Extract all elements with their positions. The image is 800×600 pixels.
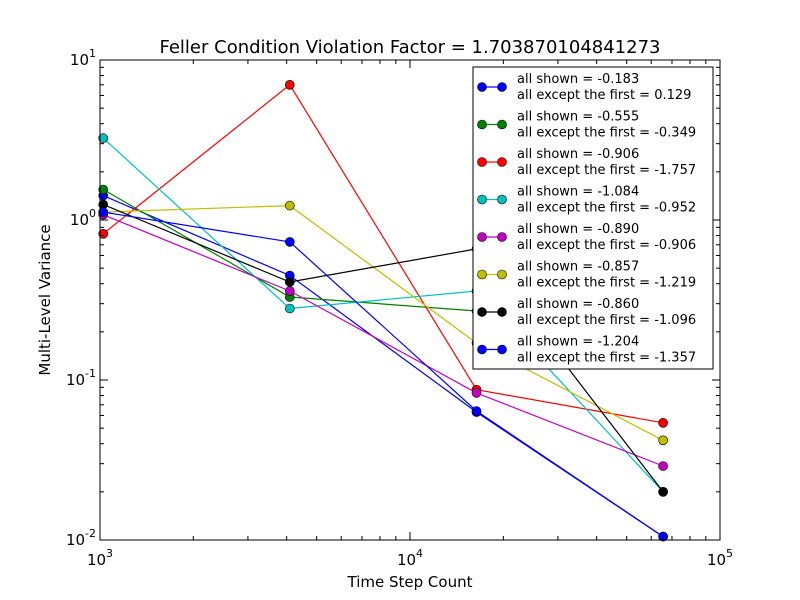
y-axis-label: Multi-Level Variance xyxy=(36,224,54,375)
series-line-6 xyxy=(103,204,664,441)
series-line-7 xyxy=(102,203,664,493)
legend-label-except-first-7: all except the first = -1.096 xyxy=(517,313,696,328)
series-2-point-1 xyxy=(98,184,108,195)
legend-label-all-shown-4: all shown = -1.084 xyxy=(517,185,639,200)
legend-label-except-first-3: all except the first = -1.757 xyxy=(517,163,696,178)
plot-area xyxy=(98,80,668,542)
legend-marker-8 xyxy=(477,344,487,355)
legend-label-all-shown-2: all shown = -0.555 xyxy=(517,110,639,125)
series-5-point-4 xyxy=(658,461,668,471)
legend-marker-4 xyxy=(497,194,507,205)
series-4-point-1 xyxy=(98,133,108,143)
legend-label-all-shown-3: all shown = -0.906 xyxy=(517,147,639,162)
series-8-point-1 xyxy=(98,207,108,217)
x-tick-label-2: 104 xyxy=(397,547,423,569)
y-tick-label-2: 10-1 xyxy=(66,367,96,389)
series-3-point-2 xyxy=(284,80,295,90)
legend-label-except-first-1: all except the first = 0.129 xyxy=(517,88,691,103)
x-tick-base: 10 xyxy=(707,551,726,569)
series-6-point-2 xyxy=(284,200,295,211)
y-tick-label-4: 101 xyxy=(70,47,96,69)
legend-marker-1 xyxy=(477,82,487,92)
x-axis-label: Time Step Count xyxy=(347,573,473,591)
legend-marker-3 xyxy=(497,157,507,167)
legend-label-except-first-5: all except the first = -0.906 xyxy=(517,238,696,253)
y-tick-label-1: 10-2 xyxy=(66,527,96,549)
legend-marker-8 xyxy=(497,344,507,355)
y-tick-base: 10 xyxy=(70,211,89,229)
series-6-point-4 xyxy=(658,435,668,446)
legend-marker-5 xyxy=(477,232,487,242)
legend-marker-4 xyxy=(477,194,487,205)
series-group xyxy=(102,83,664,538)
y-tick-exponent: 0 xyxy=(89,207,96,220)
legend-label-except-first-4: all except the first = -0.952 xyxy=(517,201,696,216)
x-tick-exponent: 3 xyxy=(106,547,113,560)
x-tick-exponent: 4 xyxy=(416,547,423,560)
series-5-point-2 xyxy=(284,286,295,296)
y-tick-exponent: -2 xyxy=(85,527,96,540)
legend-marker-6 xyxy=(477,269,487,280)
legend-marker-2 xyxy=(477,119,487,130)
legend-label-all-shown-8: all shown = -1.204 xyxy=(517,335,639,350)
y-tick-base: 10 xyxy=(66,531,85,549)
series-8-point-4 xyxy=(658,531,668,542)
legend-marker-3 xyxy=(477,157,487,167)
legend-marker-7 xyxy=(477,307,487,317)
series-5-point-3 xyxy=(471,388,482,398)
x-tick-base: 10 xyxy=(87,551,106,569)
legend-label-all-shown-1: all shown = -0.183 xyxy=(517,72,639,87)
series-7-point-2 xyxy=(284,277,295,287)
legend-marker-2 xyxy=(497,119,507,130)
legend-box xyxy=(472,66,714,370)
legend-marker-7 xyxy=(497,307,507,317)
y-tick-exponent: -1 xyxy=(85,367,96,380)
series-3-point-1 xyxy=(98,229,108,239)
legend-label-except-first-6: all except the first = -1.219 xyxy=(517,276,696,291)
series-line-3 xyxy=(102,83,664,424)
series-3-point-4 xyxy=(658,417,668,428)
series-line-5 xyxy=(102,214,664,467)
legend-label-all-shown-7: all shown = -0.860 xyxy=(517,297,639,312)
x-tick-base: 10 xyxy=(397,551,416,569)
series-8-point-2 xyxy=(284,237,295,247)
legend-label-except-first-2: all except the first = -0.349 xyxy=(517,126,696,141)
y-tick-base: 10 xyxy=(66,371,85,389)
series-8-point-3 xyxy=(471,406,482,416)
y-tick-exponent: 1 xyxy=(89,47,96,60)
legend-label-all-shown-6: all shown = -0.857 xyxy=(517,260,639,275)
series-line-8 xyxy=(103,211,664,538)
x-tick-label-1: 103 xyxy=(87,547,113,569)
series-7-point-4 xyxy=(658,486,668,497)
legend-marker-6 xyxy=(497,269,507,280)
x-tick-label-3: 105 xyxy=(707,547,733,569)
x-tick-exponent: 5 xyxy=(726,547,733,560)
y-tick-label-3: 100 xyxy=(70,207,96,229)
legend-marker-1 xyxy=(497,82,507,92)
chart-title: Feller Condition Violation Factor = 1.70… xyxy=(159,37,660,58)
legend-marker-5 xyxy=(497,232,507,242)
y-tick-base: 10 xyxy=(70,51,89,69)
legend-label-except-first-8: all except the first = -1.357 xyxy=(517,351,696,366)
legend-label-all-shown-5: all shown = -0.890 xyxy=(517,222,639,237)
series-4-point-2 xyxy=(284,303,295,314)
